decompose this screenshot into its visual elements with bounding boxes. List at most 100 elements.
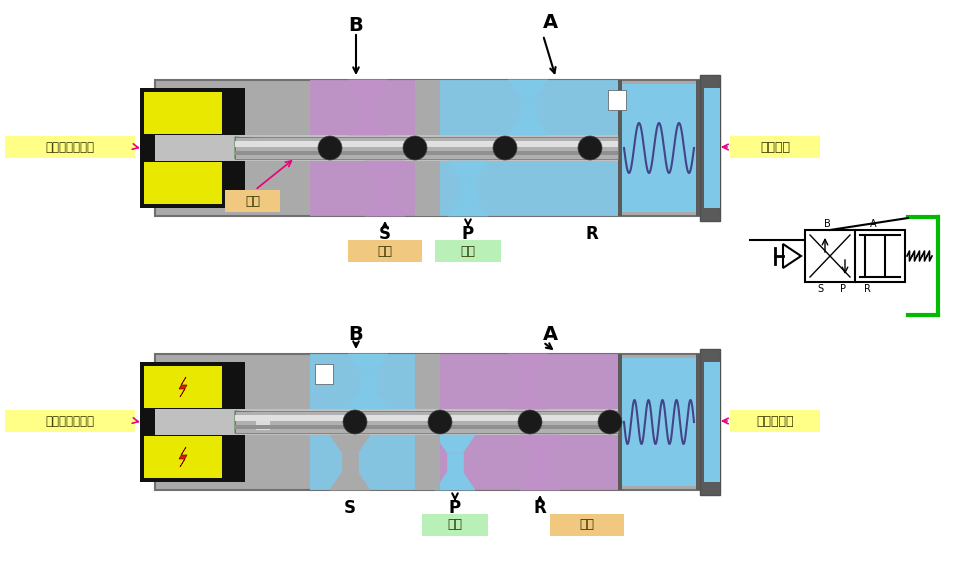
Polygon shape: [448, 161, 488, 179]
Text: S: S: [817, 284, 823, 294]
Bar: [155, 135, 620, 161]
Text: S: S: [379, 225, 391, 243]
Circle shape: [318, 136, 342, 160]
Polygon shape: [448, 199, 488, 216]
Polygon shape: [235, 137, 290, 159]
Circle shape: [428, 410, 452, 434]
Text: R: R: [534, 499, 547, 517]
Polygon shape: [310, 161, 430, 216]
Bar: [144, 436, 222, 478]
Bar: [704, 88, 720, 208]
Bar: [415, 80, 440, 135]
Polygon shape: [310, 435, 430, 490]
Polygon shape: [179, 447, 187, 467]
Bar: [415, 435, 440, 490]
Polygon shape: [348, 354, 388, 372]
Circle shape: [518, 410, 542, 434]
Polygon shape: [310, 80, 430, 135]
Bar: [155, 80, 700, 216]
Text: 排气: 排气: [378, 245, 392, 258]
Polygon shape: [447, 452, 463, 472]
Bar: [696, 354, 700, 490]
Polygon shape: [348, 391, 388, 409]
Text: A: A: [870, 219, 876, 229]
Bar: [696, 80, 700, 216]
Text: B: B: [349, 15, 363, 35]
Text: S: S: [344, 499, 356, 517]
Polygon shape: [430, 435, 620, 490]
Text: R: R: [863, 284, 870, 294]
Polygon shape: [348, 118, 388, 135]
Polygon shape: [508, 80, 548, 97]
Bar: [5, 136, 135, 158]
Polygon shape: [520, 97, 536, 118]
Text: 进气: 进气: [448, 518, 462, 531]
Polygon shape: [520, 435, 560, 452]
Bar: [618, 354, 622, 490]
Text: 电磁阀线圈通电: 电磁阀线圈通电: [46, 414, 94, 427]
Text: 进气: 进气: [460, 245, 476, 258]
Bar: [144, 92, 222, 134]
Bar: [435, 240, 501, 262]
Polygon shape: [330, 472, 370, 490]
Bar: [315, 364, 333, 384]
Circle shape: [403, 136, 427, 160]
Bar: [235, 425, 618, 429]
Polygon shape: [460, 179, 476, 199]
Bar: [550, 514, 624, 536]
Bar: [225, 190, 280, 212]
Bar: [422, 514, 488, 536]
Polygon shape: [360, 372, 376, 391]
Text: 弹簧被压缩: 弹簧被压缩: [756, 414, 793, 427]
Circle shape: [282, 140, 298, 156]
Bar: [618, 84, 696, 212]
Polygon shape: [342, 452, 358, 472]
Circle shape: [598, 410, 622, 434]
Bar: [704, 362, 720, 482]
Polygon shape: [365, 199, 405, 216]
Bar: [608, 90, 626, 110]
Polygon shape: [235, 411, 290, 433]
Polygon shape: [430, 354, 620, 409]
Text: A: A: [543, 324, 557, 344]
Polygon shape: [508, 354, 548, 372]
Bar: [700, 349, 720, 495]
Text: R: R: [586, 225, 598, 243]
Polygon shape: [435, 435, 475, 452]
Polygon shape: [520, 372, 536, 391]
Polygon shape: [365, 161, 405, 179]
Polygon shape: [179, 377, 187, 397]
Bar: [235, 415, 618, 421]
Bar: [235, 151, 618, 155]
Circle shape: [343, 410, 367, 434]
Bar: [618, 80, 700, 216]
Bar: [140, 88, 245, 208]
Bar: [618, 80, 622, 216]
Bar: [618, 358, 696, 486]
Text: 电磁阀线圈断电: 电磁阀线圈断电: [46, 141, 94, 154]
Polygon shape: [430, 80, 620, 135]
Bar: [155, 409, 620, 435]
Text: A: A: [543, 13, 557, 31]
Circle shape: [282, 414, 298, 430]
Bar: [144, 162, 222, 204]
Bar: [155, 354, 700, 490]
Text: 排气: 排气: [580, 518, 594, 531]
Text: P: P: [840, 284, 846, 294]
Polygon shape: [532, 452, 548, 472]
Polygon shape: [348, 80, 388, 97]
Bar: [415, 161, 440, 216]
Bar: [235, 137, 618, 159]
Circle shape: [493, 136, 517, 160]
Text: 弹簧扩张: 弹簧扩张: [760, 141, 790, 154]
Bar: [255, 414, 270, 430]
Bar: [730, 136, 820, 158]
Polygon shape: [508, 391, 548, 409]
Bar: [144, 366, 222, 408]
Bar: [700, 75, 720, 221]
Bar: [235, 142, 618, 147]
Polygon shape: [508, 118, 548, 135]
Text: 活塞: 活塞: [245, 195, 260, 208]
Polygon shape: [435, 472, 475, 490]
Bar: [140, 362, 245, 482]
